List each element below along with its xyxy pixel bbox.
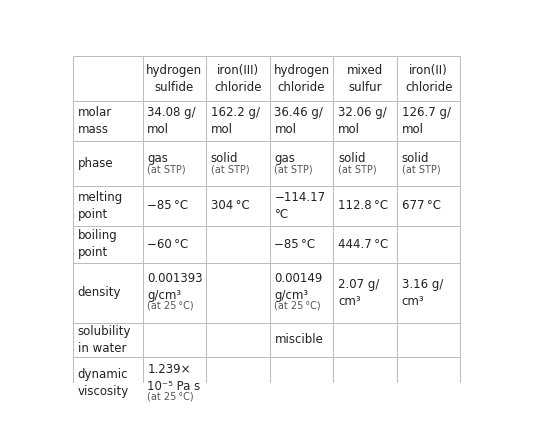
Text: 0.001393
g/cm³: 0.001393 g/cm³: [147, 272, 203, 302]
Text: iron(III)
chloride: iron(III) chloride: [214, 64, 262, 94]
Text: solubility
in water: solubility in water: [78, 325, 131, 355]
Text: 36.46 g/
mol: 36.46 g/ mol: [275, 106, 323, 136]
Text: (at 25 °C): (at 25 °C): [275, 300, 321, 310]
Text: 34.08 g/
mol: 34.08 g/ mol: [147, 106, 196, 136]
Text: −60 °C: −60 °C: [147, 238, 188, 251]
Text: (at STP): (at STP): [147, 165, 186, 175]
Text: boiling
point: boiling point: [78, 229, 117, 259]
Text: (at STP): (at STP): [338, 165, 377, 175]
Text: solid: solid: [338, 151, 365, 165]
Text: −85 °C: −85 °C: [275, 238, 316, 251]
Text: 1.239×
10⁻⁵ Pa s: 1.239× 10⁻⁵ Pa s: [147, 363, 200, 393]
Text: 0.00149
g/cm³: 0.00149 g/cm³: [275, 272, 323, 302]
Text: (at STP): (at STP): [211, 165, 250, 175]
Text: (at 25 °C): (at 25 °C): [147, 300, 194, 310]
Text: mixed
sulfur: mixed sulfur: [347, 64, 383, 94]
Text: −114.17
°C: −114.17 °C: [275, 190, 325, 221]
Text: gas: gas: [275, 151, 295, 165]
Text: 677 °C: 677 °C: [401, 199, 441, 212]
Text: solid: solid: [401, 151, 429, 165]
Text: 304 °C: 304 °C: [211, 199, 250, 212]
Text: phase: phase: [78, 157, 113, 170]
Text: density: density: [78, 286, 121, 299]
Text: solid: solid: [211, 151, 239, 165]
Text: 3.16 g/
cm³: 3.16 g/ cm³: [401, 278, 443, 307]
Text: 112.8 °C: 112.8 °C: [338, 199, 388, 212]
Text: 444.7 °C: 444.7 °C: [338, 238, 388, 251]
Text: 2.07 g/
cm³: 2.07 g/ cm³: [338, 278, 379, 307]
Text: iron(II)
chloride: iron(II) chloride: [405, 64, 453, 94]
Text: −85 °C: −85 °C: [147, 199, 188, 212]
Text: molar
mass: molar mass: [78, 106, 112, 136]
Text: 126.7 g/
mol: 126.7 g/ mol: [401, 106, 450, 136]
Text: 162.2 g/
mol: 162.2 g/ mol: [211, 106, 260, 136]
Text: hydrogen
sulfide: hydrogen sulfide: [146, 64, 203, 94]
Text: 32.06 g/
mol: 32.06 g/ mol: [338, 106, 387, 136]
Text: melting
point: melting point: [78, 190, 123, 221]
Text: miscible: miscible: [275, 333, 323, 346]
Text: dynamic
viscosity: dynamic viscosity: [78, 369, 129, 399]
Text: (at STP): (at STP): [275, 165, 313, 175]
Text: (at STP): (at STP): [401, 165, 440, 175]
Text: gas: gas: [147, 151, 168, 165]
Text: (at 25 °C): (at 25 °C): [147, 391, 194, 401]
Text: hydrogen
chloride: hydrogen chloride: [274, 64, 330, 94]
